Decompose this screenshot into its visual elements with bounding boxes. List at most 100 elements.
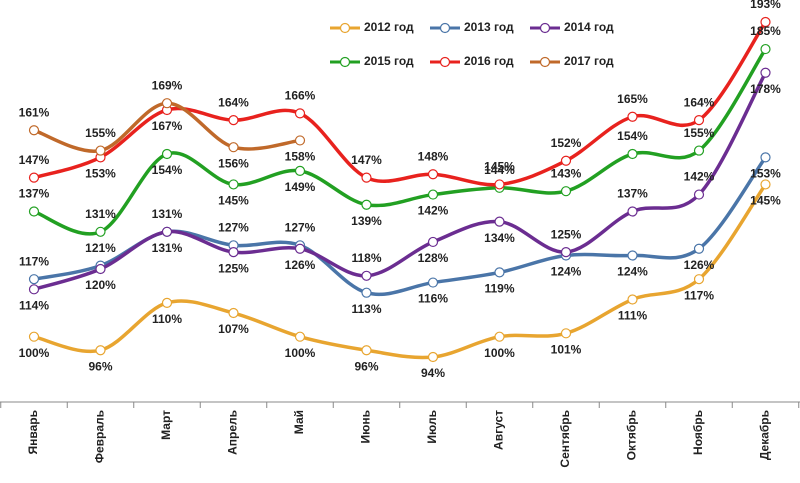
- data-point: [228, 307, 239, 319]
- legend-label: 2013 год: [464, 20, 514, 34]
- data-point: [693, 115, 705, 126]
- data-label: 127%: [218, 221, 249, 235]
- data-label: 153%: [85, 167, 116, 181]
- data-label: 121%: [85, 241, 116, 255]
- x-tick-label: Сентябрь: [558, 410, 572, 468]
- data-label: 107%: [218, 322, 249, 336]
- data-point: [361, 270, 372, 281]
- data-point: [494, 216, 505, 227]
- data-label: 158%: [285, 150, 316, 164]
- data-label: 143%: [551, 166, 582, 180]
- data-point: [361, 287, 372, 298]
- data-point: [294, 135, 306, 146]
- data-label: 127%: [285, 221, 316, 235]
- data-label: 137%: [19, 187, 50, 201]
- x-tick-label: Январь: [26, 410, 40, 454]
- data-label: 126%: [684, 258, 715, 272]
- data-label: 147%: [351, 153, 382, 167]
- data-label: 139%: [351, 214, 382, 228]
- data-label: 164%: [684, 95, 715, 109]
- data-point: [427, 236, 439, 248]
- data-label: 167%: [152, 119, 183, 133]
- data-point: [28, 284, 40, 295]
- legend-label: 2015 год: [364, 54, 414, 68]
- data-label: 120%: [85, 278, 116, 292]
- data-point: [361, 345, 372, 356]
- x-tick-label: Март: [159, 410, 173, 440]
- data-point: [760, 179, 771, 190]
- data-point: [693, 145, 705, 156]
- data-point: [627, 148, 638, 160]
- x-tick-label: Апрель: [226, 410, 240, 455]
- data-label: 125%: [218, 261, 249, 275]
- data-point: [427, 351, 439, 363]
- legend-label: 2017 год: [564, 54, 614, 68]
- data-label: 114%: [19, 298, 49, 312]
- data-point: [427, 277, 439, 288]
- data-label: 131%: [152, 207, 183, 221]
- data-point: [95, 226, 106, 237]
- data-point: [494, 331, 505, 342]
- data-point: [294, 331, 306, 342]
- legend-marker: [339, 22, 351, 34]
- data-label: 193%: [750, 0, 781, 11]
- data-point: [693, 243, 705, 254]
- legend-marker: [539, 22, 551, 34]
- data-label: 149%: [285, 180, 316, 194]
- data-label: 96%: [88, 359, 112, 373]
- data-point: [427, 189, 439, 200]
- data-label: 131%: [152, 241, 183, 255]
- x-tick-label: Декабрь: [758, 410, 772, 460]
- data-point: [294, 243, 306, 254]
- data-point: [161, 226, 173, 237]
- legend-label: 2016 год: [464, 54, 514, 68]
- data-point: [28, 331, 40, 342]
- data-point: [760, 16, 771, 28]
- data-point: [627, 111, 638, 122]
- data-point: [494, 179, 505, 190]
- data-point: [95, 345, 106, 356]
- legend-label: 2012 год: [364, 20, 414, 34]
- data-point: [95, 263, 106, 275]
- data-point: [361, 172, 372, 183]
- data-label: 185%: [750, 24, 781, 38]
- data-point: [627, 206, 638, 217]
- data-point: [294, 165, 306, 176]
- data-point: [294, 108, 306, 119]
- data-point: [228, 179, 239, 190]
- data-label: 119%: [484, 282, 514, 296]
- data-point: [228, 247, 239, 258]
- data-label: 164%: [218, 95, 249, 109]
- data-point: [228, 142, 239, 153]
- legend-label: 2014 год: [564, 20, 614, 34]
- data-point: [760, 43, 771, 55]
- data-label: 94%: [421, 366, 445, 380]
- data-label: 166%: [285, 89, 316, 103]
- data-point: [560, 328, 572, 339]
- data-point: [760, 67, 771, 78]
- legend-marker: [339, 56, 351, 68]
- data-point: [560, 155, 572, 166]
- data-label: 155%: [85, 126, 116, 140]
- data-label: 110%: [152, 312, 182, 326]
- data-point: [161, 297, 173, 308]
- data-point: [560, 247, 572, 258]
- data-label: 118%: [351, 251, 381, 265]
- legend-marker: [439, 22, 451, 34]
- data-label: 100%: [484, 346, 515, 360]
- data-point: [693, 274, 705, 285]
- data-label: 128%: [418, 251, 449, 265]
- legend-marker: [539, 56, 551, 68]
- series-line: [33, 48, 767, 236]
- x-tick-label: Июнь: [359, 410, 373, 444]
- data-label: 165%: [617, 92, 648, 106]
- data-label: 156%: [218, 156, 249, 170]
- data-label: 142%: [684, 170, 715, 184]
- data-point: [627, 250, 638, 261]
- data-label: 148%: [418, 149, 449, 163]
- series-line: [33, 183, 767, 360]
- data-point: [28, 125, 40, 136]
- data-label: 134%: [484, 231, 515, 245]
- data-label: 155%: [684, 126, 715, 140]
- data-label: 145%: [750, 194, 781, 208]
